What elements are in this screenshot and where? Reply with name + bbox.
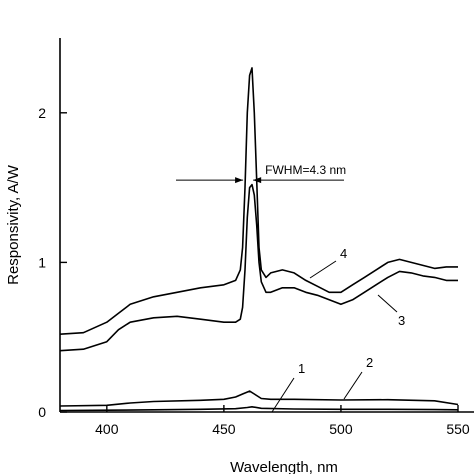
curve-1-leader bbox=[271, 377, 295, 413]
fwhm-label: FWHM=4.3 nm bbox=[265, 163, 346, 177]
y-axis-title: Responsivity, A/W bbox=[5, 164, 22, 285]
y-tick-label-2: 2 bbox=[38, 105, 46, 121]
x-tick-label-500: 500 bbox=[329, 421, 353, 437]
curve-2-label: 2 bbox=[366, 355, 373, 370]
curve-3-leader bbox=[377, 294, 398, 313]
axes bbox=[59, 38, 474, 413]
fwhm-right-arrowhead bbox=[253, 177, 262, 184]
curve-3-label: 3 bbox=[398, 313, 405, 328]
curve-2-leader bbox=[343, 371, 363, 400]
curve-4-leader bbox=[309, 260, 337, 279]
curve-3 bbox=[59, 183, 458, 352]
curve-2 bbox=[59, 390, 459, 407]
ticks: 400 450 500 550 0 1 2 bbox=[38, 105, 470, 437]
x-tick-label-450: 450 bbox=[212, 421, 236, 437]
x-tick-label-550: 550 bbox=[446, 421, 470, 437]
series bbox=[59, 67, 459, 412]
curve-labels: 1 2 3 4 bbox=[271, 246, 405, 413]
y-tick-label-1: 1 bbox=[38, 254, 46, 270]
curve-1-label: 1 bbox=[298, 361, 305, 376]
x-tick-label-400: 400 bbox=[95, 421, 119, 437]
y-tick-label-0: 0 bbox=[38, 404, 46, 420]
fwhm-annotation: FWHM=4.3 nm bbox=[176, 163, 346, 184]
fwhm-left-arrowhead bbox=[235, 177, 244, 184]
x-axis-title: Wavelength, nm bbox=[230, 459, 338, 474]
curve-4 bbox=[59, 67, 458, 335]
curve-1 bbox=[59, 406, 459, 412]
curve-4-label: 4 bbox=[340, 246, 347, 261]
